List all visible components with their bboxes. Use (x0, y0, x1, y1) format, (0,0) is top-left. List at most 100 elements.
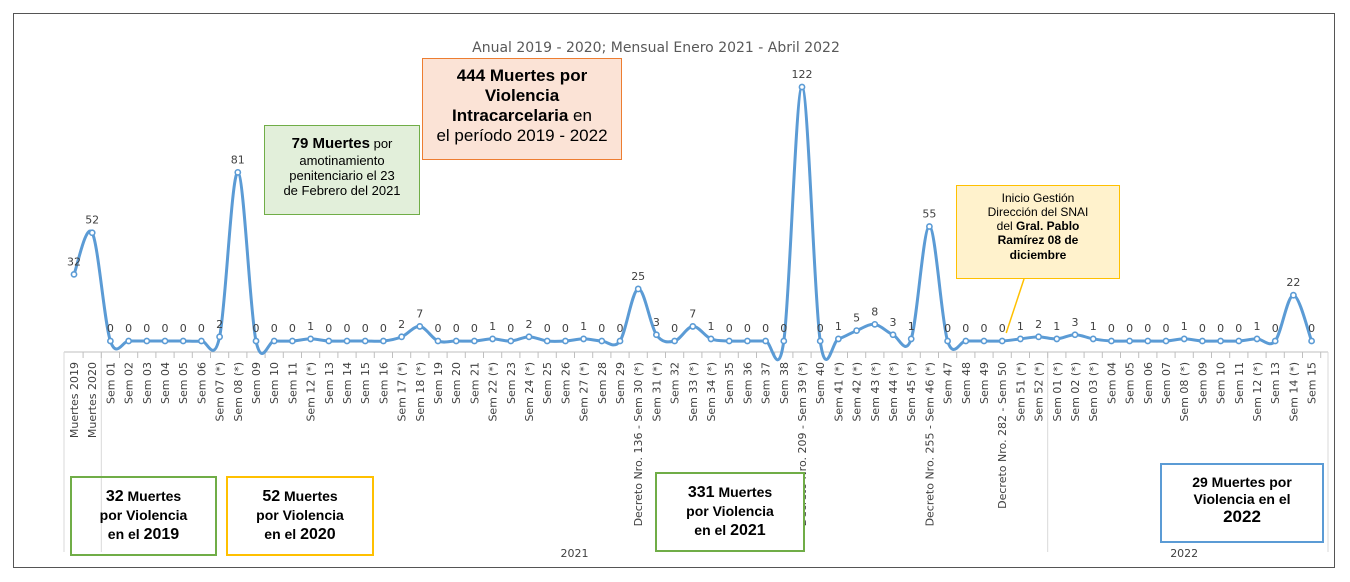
total-text-2: Violencia (484, 86, 560, 106)
data-label: 1 (1053, 320, 1060, 333)
data-point (1017, 335, 1024, 343)
data-point (1308, 337, 1315, 345)
x-tick-label: Sem 07 (*) (214, 362, 227, 422)
data-point (507, 337, 515, 345)
data-label: 0 (617, 322, 624, 335)
data-label: 0 (544, 322, 551, 335)
annotation-riot: 79 Muertes por amotinamiento penitenciar… (264, 125, 420, 215)
x-tick-label: Sem 20 (450, 362, 463, 404)
x-tick-label: Sem 25 (541, 362, 554, 404)
data-point (216, 333, 223, 341)
data-label: 0 (1144, 322, 1151, 335)
data-label: 0 (380, 322, 387, 335)
y2019-number: 32 (105, 488, 124, 505)
x-tick-label: Sem 17 (*) (396, 362, 409, 422)
snai-text-5: diciembre (1009, 247, 1067, 262)
data-point (525, 333, 533, 341)
x-tick-label: Sem 51 (*) (1014, 362, 1027, 422)
x-tick-label: Muertes 2020 (86, 362, 99, 438)
x-tick-label: Sem 04 (159, 362, 172, 404)
data-label: 0 (507, 322, 514, 335)
x-tick-label: Sem 09 (250, 362, 263, 404)
data-label: 0 (143, 322, 150, 335)
y2021-year: 2021 (730, 521, 766, 539)
x-tick-label: Sem 01 (104, 362, 117, 404)
data-label: 0 (726, 322, 733, 335)
data-label: 0 (762, 322, 769, 335)
x-tick-label: Decreto Nro. 255 - Sem 46 (*) (923, 362, 936, 526)
data-label: 0 (198, 322, 205, 335)
data-point (725, 337, 733, 345)
data-point (325, 337, 333, 345)
data-label: 3 (653, 316, 660, 329)
x-tick-label: Sem 07 (1160, 362, 1173, 404)
data-point (307, 335, 314, 343)
data-point (1089, 335, 1097, 343)
x-tick-label: Sem 03 (*) (1087, 362, 1100, 422)
x-tick-label: Sem 33 (*) (687, 362, 700, 422)
data-point (416, 323, 424, 330)
data-label: 1 (1181, 320, 1188, 333)
data-label: 0 (1199, 322, 1206, 335)
x-tick-label: Muertes 2019 (68, 362, 81, 438)
x-tick-label: Sem 41 (*) (832, 362, 845, 422)
x-tick-label: Sem 47 (942, 362, 955, 404)
data-label: 0 (253, 322, 260, 335)
year-group-label: 2022 (1170, 547, 1198, 560)
x-tick-label: Sem 14 (341, 362, 354, 404)
chart-title: Anual 2019 - 2020; Mensual Enero 2021 - … (472, 40, 840, 56)
data-point (361, 337, 369, 345)
x-tick-label: Sem 52 (*) (1033, 362, 1046, 422)
data-point (580, 335, 587, 343)
data-point (197, 337, 205, 345)
data-label: 0 (362, 322, 369, 335)
data-point (88, 229, 96, 237)
data-point (962, 337, 970, 345)
data-label: 1 (708, 320, 715, 333)
data-point (452, 337, 460, 345)
data-point (598, 337, 606, 345)
data-label: 0 (1163, 322, 1170, 335)
data-point (744, 337, 751, 345)
data-point (288, 337, 296, 345)
data-label: 1 (307, 320, 314, 333)
data-label: 0 (471, 322, 478, 335)
data-point (179, 337, 187, 345)
riot-text-3: penitenciario el 23 (289, 168, 395, 184)
data-label: 2 (398, 318, 405, 331)
y2020-number: 52 (262, 488, 281, 505)
data-point (944, 337, 951, 345)
data-label: 7 (689, 307, 696, 320)
data-point (234, 168, 242, 176)
x-tick-label: Sem 15 (1306, 362, 1319, 404)
data-label: 1 (580, 320, 587, 333)
x-tick-label: Sem 14 (*) (1287, 362, 1300, 422)
x-tick-label: Sem 05 (177, 362, 190, 404)
y2020-text-2: por Violencia (256, 506, 344, 523)
data-point (562, 337, 569, 345)
data-point (889, 331, 897, 339)
data-point (689, 323, 697, 330)
data-point (634, 285, 642, 293)
data-label: 1 (1090, 320, 1097, 333)
data-label: 0 (125, 322, 132, 335)
x-tick-label: Sem 36 (741, 362, 754, 404)
annotation-total-deaths: 444 Muertes por Violencia Intracarcelari… (422, 58, 622, 160)
total-text-3: Intracarcelaria (452, 106, 569, 126)
data-label: 0 (1235, 322, 1242, 335)
data-point (762, 337, 769, 345)
data-label: 55 (922, 207, 936, 220)
data-label: 1 (1017, 320, 1024, 333)
y2021-text-3: en el (694, 521, 731, 538)
x-tick-label: Sem 10 (268, 362, 281, 404)
x-tick-label: Sem 08 (*) (1178, 362, 1191, 422)
data-label: 3 (1072, 316, 1079, 329)
data-label: 1 (489, 320, 496, 333)
data-point (343, 337, 351, 345)
data-point (252, 337, 260, 345)
data-label: 122 (792, 68, 813, 81)
data-point (835, 335, 842, 343)
x-tick-label: Sem 02 (*) (1069, 362, 1082, 422)
y2022-text-1: Muertes por (1207, 474, 1292, 490)
data-point (1217, 337, 1224, 345)
